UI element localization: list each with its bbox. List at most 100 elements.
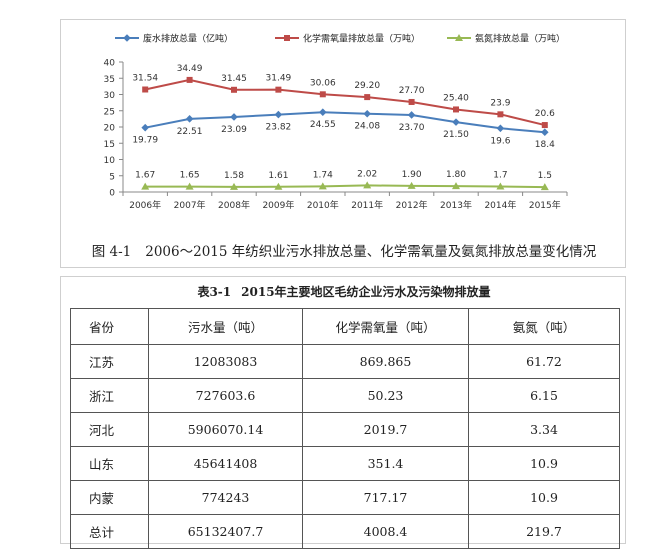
data-point-s1 xyxy=(452,118,460,126)
x-tick-label: 2008年 xyxy=(218,199,250,211)
cell-wastewater: 65132407.7 xyxy=(148,514,303,549)
data-label-s2: 31.45 xyxy=(221,74,247,84)
data-point-s3 xyxy=(496,182,505,190)
data-label-s1: 19.6 xyxy=(490,136,510,146)
data-point-s3 xyxy=(363,181,372,189)
data-label-s2: 25.40 xyxy=(443,93,469,103)
table-title-number: 表3-1 xyxy=(197,285,232,299)
data-point-s3 xyxy=(185,182,194,190)
legend-swatch-marker-3 xyxy=(455,34,463,41)
legend-label-2: 化学需氧量排放总量（万吨） xyxy=(303,33,420,45)
cell-cod: 717.17 xyxy=(302,480,469,515)
cell-cod: 2019.7 xyxy=(302,412,469,447)
chart-caption: 图 4-1 2006～2015 年纺织业污水排放总量、化学需氧量及氨氮排放总量变化… xyxy=(61,240,627,260)
table-row-total: 总计 65132407.7 4008.4 219.7 xyxy=(70,514,620,549)
data-label-s3: 1.7 xyxy=(493,170,507,180)
x-tick-label: 2007年 xyxy=(174,199,206,211)
cell-wastewater: 774243 xyxy=(148,480,303,515)
cell-ammonia: 10.9 xyxy=(468,446,620,481)
data-label-s2: 34.49 xyxy=(177,64,203,74)
cell-wastewater: 12083083 xyxy=(148,344,303,379)
data-point-s3 xyxy=(452,182,460,190)
y-tick-label: 30 xyxy=(104,91,116,101)
cell-province: 浙江 xyxy=(70,378,149,413)
data-point-s2 xyxy=(275,86,282,93)
legend-swatch-marker-2 xyxy=(284,35,290,41)
x-tick-label: 2011年 xyxy=(351,199,383,211)
data-label-s3: 1.80 xyxy=(446,170,466,180)
table-row: 山东 45641408 351.4 10.9 xyxy=(70,446,620,481)
y-tick-label: 5 xyxy=(109,172,115,182)
data-label-s1: 21.50 xyxy=(443,130,469,140)
x-tick-label: 2014年 xyxy=(484,199,516,211)
data-point-s2 xyxy=(541,122,548,129)
data-point-s2 xyxy=(186,76,193,83)
x-tick-label: 2006年 xyxy=(129,199,161,211)
cell-wastewater: 45641408 xyxy=(148,446,303,481)
data-label-s2: 23.9 xyxy=(490,98,510,108)
data-point-s1 xyxy=(141,123,149,132)
data-label-s3: 1.74 xyxy=(313,170,333,180)
data-label-s1: 19.79 xyxy=(132,136,158,146)
data-point-s2 xyxy=(319,91,326,98)
data-point-s2 xyxy=(142,86,149,93)
cell-ammonia: 3.34 xyxy=(468,412,620,447)
cell-cod: 869.865 xyxy=(302,344,469,379)
cell-wastewater: 5906070.14 xyxy=(148,412,303,447)
table-row: 浙江 727603.6 50.23 6.15 xyxy=(70,378,620,413)
data-label-s1: 24.08 xyxy=(354,122,380,132)
data-point-s2 xyxy=(408,98,415,105)
data-point-s3 xyxy=(230,182,238,190)
header-province: 省份 xyxy=(70,308,149,345)
x-tick-label: 2009年 xyxy=(262,199,294,211)
header-wastewater: 污水量（吨） xyxy=(148,308,303,345)
cell-cod: 4008.4 xyxy=(302,514,469,549)
data-label-s2: 20.6 xyxy=(535,109,555,119)
data-label-s3: 1.5 xyxy=(538,171,552,181)
y-tick-label: 20 xyxy=(104,124,116,134)
data-point-s3 xyxy=(274,182,283,190)
cell-wastewater: 727603.6 xyxy=(148,378,303,413)
y-tick-label: 40 xyxy=(104,59,116,69)
legend-label-3: 氨氮排放总量（万吨） xyxy=(475,33,565,45)
table-title-text: 2015年主要地区毛纺企业污水及污染物排放量 xyxy=(241,285,491,299)
header-cod: 化学需氧量（吨） xyxy=(302,308,469,345)
emissions-table: 省份 污水量（吨） 化学需氧量（吨） 氨氮（吨） 江苏 12083083 869… xyxy=(70,308,620,549)
data-label-s1: 23.09 xyxy=(221,125,247,135)
data-point-s2 xyxy=(231,86,237,93)
table-panel: 表3-1 2015年主要地区毛纺企业污水及污染物排放量 省份 污水量（吨） 化学需… xyxy=(60,276,626,549)
data-label-s1: 23.82 xyxy=(266,123,292,133)
data-label-s3: 1.65 xyxy=(180,171,200,181)
data-point-s3 xyxy=(318,182,327,190)
data-point-s1 xyxy=(541,128,549,136)
data-point-s1 xyxy=(319,108,327,117)
data-label-s3: 2.02 xyxy=(357,169,377,179)
data-label-s1: 23.70 xyxy=(399,123,425,133)
data-point-s3 xyxy=(141,182,150,190)
x-tick-label: 2015年 xyxy=(529,199,561,211)
series-line-2 xyxy=(144,78,546,127)
y-tick-label: 25 xyxy=(104,107,115,117)
legend-swatch-marker-1 xyxy=(123,34,131,42)
cell-cod: 351.4 xyxy=(302,446,469,481)
data-point-s3 xyxy=(407,181,416,189)
data-point-s1 xyxy=(274,110,283,119)
cell-ammonia: 6.15 xyxy=(468,378,620,413)
series-line-3 xyxy=(145,184,545,189)
cell-cod: 50.23 xyxy=(302,378,469,413)
data-label-s1: 18.4 xyxy=(535,140,555,150)
y-tick-label: 35 xyxy=(104,75,115,85)
data-label-s2: 29.20 xyxy=(354,81,380,91)
data-label-s2: 31.54 xyxy=(132,73,158,83)
data-point-s3 xyxy=(540,183,549,191)
x-tick-label: 2010年 xyxy=(307,199,339,211)
cell-province: 江苏 xyxy=(70,344,149,379)
cell-province: 内蒙 xyxy=(70,480,149,515)
data-point-s1 xyxy=(230,113,238,121)
data-label-s2: 30.06 xyxy=(310,78,336,88)
cell-province: 山东 xyxy=(70,446,149,481)
cell-province: 总计 xyxy=(70,514,149,549)
data-point-s1 xyxy=(407,111,416,119)
table-row: 江苏 12083083 869.865 61.72 xyxy=(70,344,620,379)
data-label-s1: 22.51 xyxy=(177,127,203,137)
